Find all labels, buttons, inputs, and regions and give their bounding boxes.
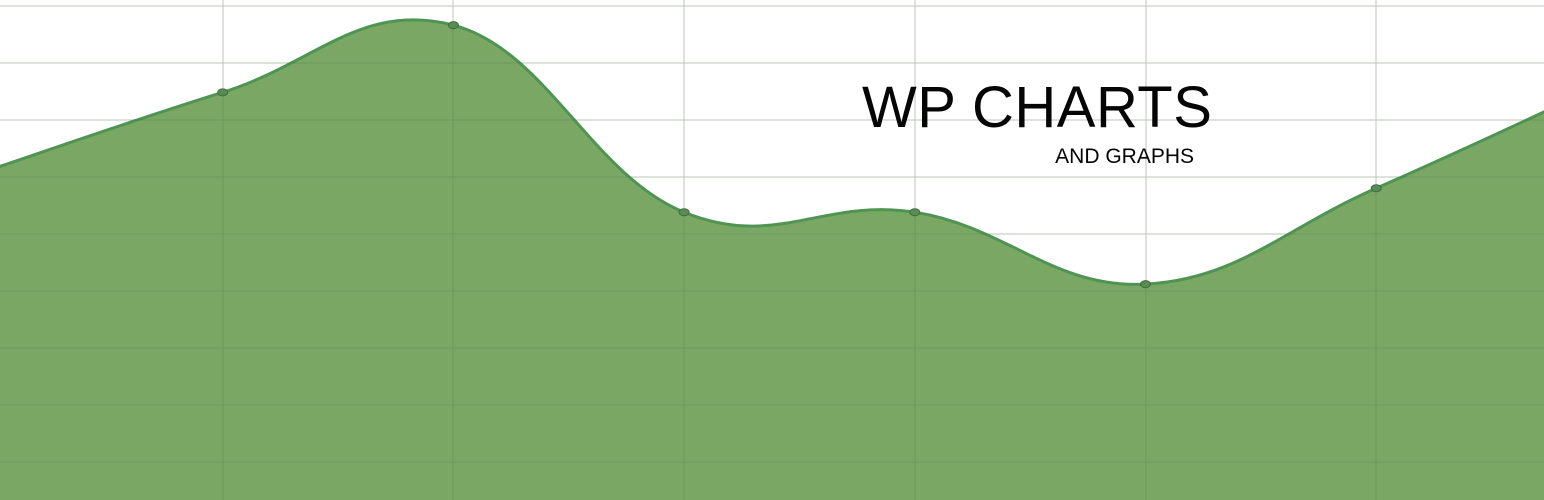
area-series-fill [0, 19, 1544, 500]
data-point-4 [909, 208, 921, 217]
area-series-line [0, 18, 1544, 286]
data-point-3 [678, 208, 690, 217]
data-point-1 [217, 88, 229, 97]
chart-points [217, 21, 1382, 289]
banner-title: WP CHARTS [862, 75, 1213, 140]
data-point-2 [447, 21, 459, 30]
data-point-5 [1140, 280, 1151, 289]
data-point-6 [1370, 184, 1382, 193]
title-block: WP CHARTS AND GRAPHS [862, 75, 1213, 170]
banner-subtitle: AND GRAPHS [1055, 145, 1194, 168]
